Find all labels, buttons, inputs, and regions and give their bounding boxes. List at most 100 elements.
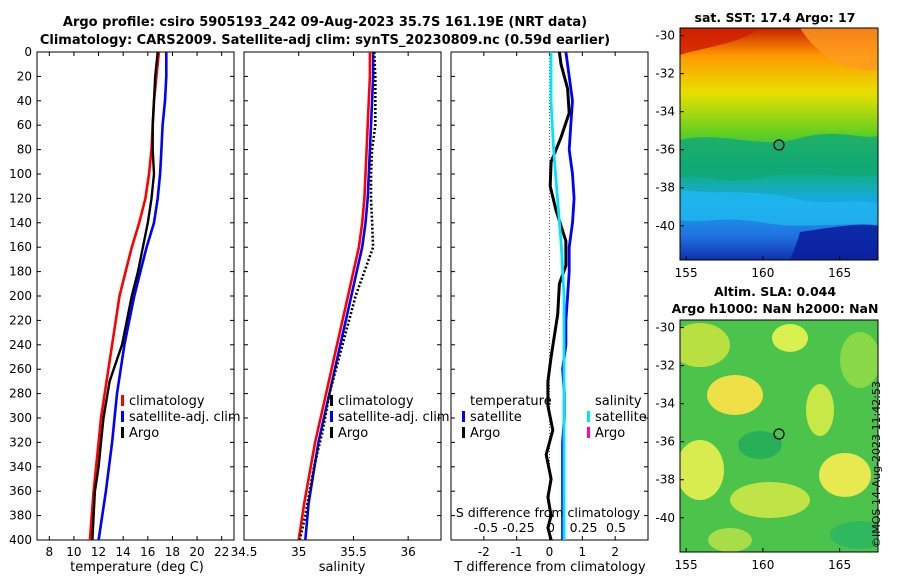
sla-map-ticks: -30 -32 -34 -36 -38 -40 155 160 165 [655, 321, 851, 572]
figure-title-line1: Argo profile: csiro 5905193_242 09-Aug-2… [62, 15, 588, 30]
sla-blob [806, 384, 834, 436]
x-tick-label: 10 [66, 545, 81, 559]
sla-blob [707, 375, 763, 415]
legend-swatch-satellite [121, 411, 124, 422]
legend-swatch-temp-satellite [462, 411, 465, 422]
x-tick-label: 12 [91, 545, 106, 559]
map-lat-tick-label: -38 [655, 181, 675, 195]
x-tick-label: 18 [165, 545, 180, 559]
y-tick-label: 380 [9, 509, 32, 523]
x2-tick-label: -0.5 [474, 520, 498, 535]
legend-label-temp-satellite: satellite [470, 410, 522, 425]
legend-swatch-argo [330, 427, 333, 438]
map-lon-tick-label: 160 [751, 266, 774, 280]
legend-swatch-sal-argo [587, 427, 590, 438]
map-lat-tick-label: -40 [655, 511, 675, 525]
sla-map-frame [679, 319, 879, 553]
temperature-axes: 0 20 40 60 80 100 120 140 160 180 200 220 240 260 280 3… [9, 45, 234, 559]
legend-label-argo: Argo [338, 426, 368, 441]
figure-title-line2: Climatology: CARS2009. Satellite-adj cli… [39, 33, 611, 48]
y-tick-label: 40 [17, 94, 32, 108]
x2-tick-label: 0.25 [570, 520, 598, 535]
map-lon-tick-label: 165 [828, 558, 851, 572]
difference-x2label: S difference from climatology [456, 505, 641, 520]
x-tick-label: 14 [116, 545, 131, 559]
x-tick-label: 34.5 [231, 545, 258, 559]
series-line-argo [91, 51, 159, 541]
sst-deep-patch [790, 224, 878, 260]
y-tick-label: 20 [17, 69, 32, 83]
legend-label-climatology: climatology [129, 394, 205, 409]
map-lon-tick-label: 160 [751, 558, 774, 572]
y-tick-label: 220 [9, 313, 32, 327]
x-tick-label: -1 [511, 545, 523, 559]
y-tick-label: 200 [9, 289, 32, 303]
salinity-profiles [297, 51, 377, 541]
x-tick-label: 35 [291, 545, 306, 559]
difference-profiles [544, 51, 576, 541]
series-line-argo [298, 51, 377, 541]
legend-label-satellite: satellite-adj. clim [338, 410, 450, 425]
sst-map-title: sat. SST: 17.4 Argo: 17 [694, 10, 856, 25]
sla-map-title-line1: Altim. SLA: 0.044 [713, 284, 837, 299]
legend-swatch-sal-satellite [587, 411, 590, 422]
sst-map: -30 -32 -34 -36 -38 -40 155 160 165 [655, 27, 879, 280]
map-lat-tick-label: -34 [655, 105, 675, 119]
x-tick-label: 20 [189, 545, 204, 559]
sla-blob [840, 332, 878, 388]
sst-map-frame [679, 27, 879, 261]
salinity-xlabel: salinity [319, 560, 366, 575]
legend-label-satellite: satellite-adj. clim [129, 410, 241, 425]
series-line-salinity-satellite [549, 52, 566, 540]
legend-swatch-argo [121, 427, 124, 438]
y-tick-label: 320 [9, 435, 32, 449]
map-lon-tick-label: 165 [828, 266, 851, 280]
series-line-satellite-adj-clim [97, 52, 168, 541]
x2-tick-label: 0.5 [606, 520, 626, 535]
y-tick-label: 160 [9, 240, 32, 254]
legend-label-climatology: climatology [338, 394, 414, 409]
series-line-climatology [297, 52, 372, 541]
y-tick-label: 340 [9, 460, 32, 474]
y-tick-label: 80 [17, 143, 32, 157]
x-tick-label: 35.5 [340, 545, 367, 559]
sla-blob [708, 528, 752, 552]
y-tick-label: 100 [9, 167, 32, 181]
x-tick-label: 22 [214, 545, 229, 559]
map-lat-tick-label: -40 [655, 219, 675, 233]
temperature-legend: climatology satellite-adj. clim Argo [121, 394, 241, 441]
salinity-legend: climatology satellite-adj. clim Argo [330, 394, 450, 441]
difference-axes: -2 -1 0 1 2 -0.5 -0.25 0 0.25 0.5 [451, 51, 648, 559]
legend-label-argo: Argo [129, 426, 159, 441]
temperature-xlabel: temperature (deg C) [70, 560, 204, 575]
map-lat-tick-label: -36 [655, 435, 675, 449]
legend-heading-salinity: salinity [595, 394, 642, 409]
x-tick-label: 0 [546, 545, 554, 559]
legend-swatch-climatology [121, 395, 124, 406]
legend-heading-temperature: temperature [470, 394, 552, 409]
legend-label-temp-argo: Argo [470, 426, 500, 441]
imos-timestamp: ©IMOS 14-Aug-2023 11:42:53 [870, 381, 883, 548]
sla-blob [680, 323, 730, 367]
map-lat-tick-label: -36 [655, 143, 675, 157]
map-lon-tick-label: 155 [675, 266, 698, 280]
map-lat-tick-label: -32 [655, 67, 675, 81]
y-tick-label: 140 [9, 216, 32, 230]
temperature-profiles [88, 51, 168, 541]
x-tick-label: 2 [611, 545, 619, 559]
sst-argo-marker [773, 139, 785, 151]
y-tick-label: 400 [9, 533, 32, 547]
sst-cyan-patch [680, 190, 878, 226]
x-tick-label: 16 [140, 545, 155, 559]
x2-tick-label: -0.25 [502, 520, 534, 535]
legend-label-sal-argo: Argo [595, 426, 625, 441]
legend-swatch-climatology [330, 395, 333, 406]
sla-argo-marker [773, 428, 785, 440]
map-lon-tick-label: 155 [675, 558, 698, 572]
salinity-panel [243, 51, 442, 541]
sla-blob [730, 482, 810, 518]
y-tick-label: 240 [9, 338, 32, 352]
sst-green-band [680, 133, 878, 181]
map-lat-tick-label: -34 [655, 397, 675, 411]
